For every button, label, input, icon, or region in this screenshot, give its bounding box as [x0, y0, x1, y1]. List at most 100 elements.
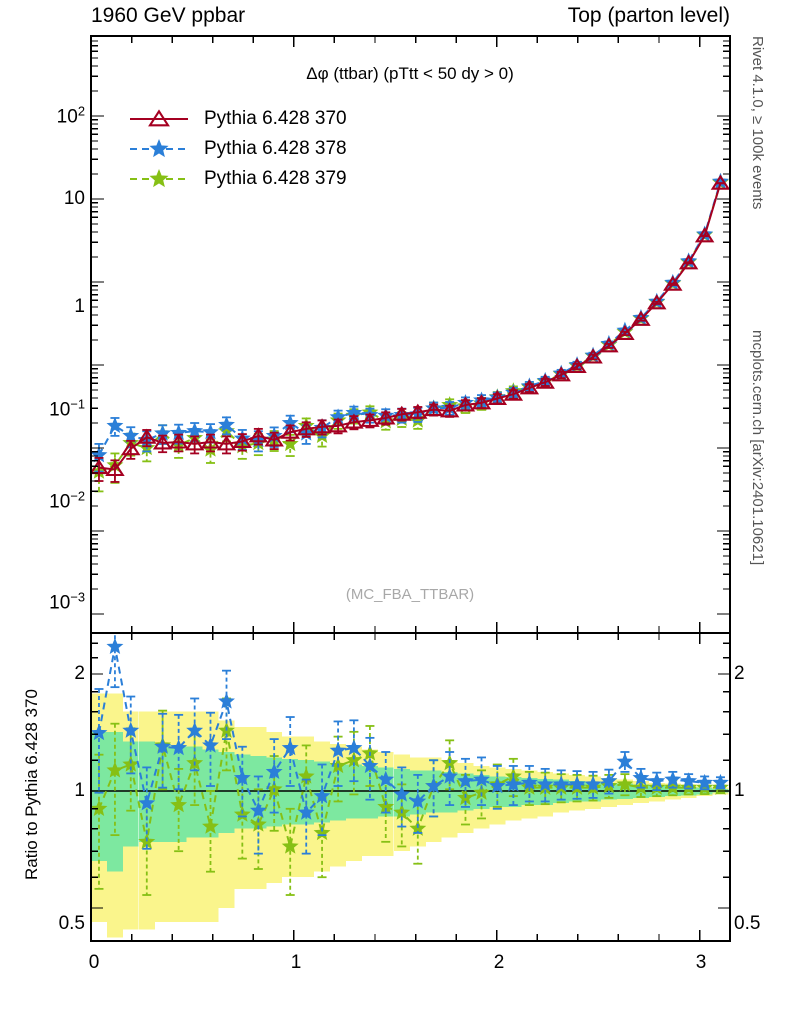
marker-triangle [631, 310, 651, 326]
marker-triangle [296, 420, 316, 436]
marker-star [680, 772, 698, 789]
marker-star [249, 801, 267, 818]
ratio-y-tick-label: 1 [74, 780, 85, 801]
legend-item-label: Pythia 6.428 379 [204, 168, 347, 189]
marker-star [149, 138, 169, 158]
series-line [98, 181, 722, 456]
marker-star [149, 168, 169, 188]
y-tick-label: 10−1 [49, 396, 85, 421]
marker-star [233, 769, 251, 786]
marker-star [488, 777, 506, 794]
marker-star [91, 724, 108, 741]
marker-star [218, 415, 235, 433]
marker-triangle [232, 432, 253, 448]
marker-triangle [168, 433, 189, 449]
marker-star [265, 762, 283, 780]
legend-item: Pythia 6.428 378 [128, 134, 347, 164]
series-line [97, 645, 721, 814]
x-tick-label: 1 [290, 952, 302, 973]
marker-star [696, 773, 714, 790]
legend-item: Pythia 6.428 379 [128, 164, 347, 194]
marker-star [536, 775, 554, 792]
main-series-Pythia-6-428-378 [91, 172, 729, 473]
marker-triangle [551, 366, 571, 382]
marker-triangle [439, 402, 460, 418]
series-line [98, 729, 721, 848]
marker-star [138, 794, 156, 811]
ratio-y-tick-label-right: 2 [734, 663, 745, 684]
marker-star [233, 805, 251, 822]
ratio-series-Pythia-6-428-378 [91, 633, 729, 855]
marker-triangle [455, 396, 476, 412]
marker-triangle [423, 401, 444, 417]
marker-star [552, 775, 570, 792]
marker-triangle [471, 394, 492, 410]
marker-star [473, 770, 490, 787]
marker-triangle [567, 357, 587, 373]
marker-star [409, 792, 427, 809]
ratio-y-tick-label: 2 [74, 663, 85, 684]
marker-star [664, 770, 682, 787]
marker-star [170, 796, 188, 813]
marker-star [313, 787, 331, 804]
legend-swatch-star [130, 168, 188, 188]
marker-star [664, 273, 682, 290]
marker-triangle [280, 423, 300, 439]
series-line [98, 182, 722, 471]
marker-triangle [599, 337, 619, 353]
legend-item-label: Pythia 6.428 378 [204, 138, 347, 159]
header-left-label: 1960 GeV ppbar [91, 4, 246, 27]
analysis-watermark: (MC_FBA_TTBAR) [345, 586, 475, 603]
markers [91, 637, 729, 820]
header-right-label: Top (parton level) [567, 4, 730, 27]
y-tick-label: 10 [63, 188, 85, 209]
marker-triangle [392, 405, 412, 421]
plot-title: Δφ (ttbar) (pTtt < 50 dy > 0) [306, 64, 514, 83]
x-tick-label: 0 [88, 952, 100, 973]
marker-triangle [312, 418, 332, 434]
x-tick-label: 3 [695, 952, 707, 973]
marker-triangle [344, 413, 364, 429]
marker-triangle [663, 275, 683, 291]
marker-triangle [647, 294, 667, 310]
marker-triangle [152, 434, 173, 450]
markers [91, 174, 730, 477]
marker-triangle [408, 403, 428, 419]
marker-star [218, 692, 235, 709]
marker-triangle [710, 174, 730, 190]
marker-star [122, 426, 140, 444]
marker-star [712, 773, 729, 790]
marker-triangle [376, 409, 396, 425]
ratio-y-tick-label: 0.5 [58, 913, 85, 934]
marker-star [281, 837, 299, 854]
marker-star [329, 741, 347, 758]
marker-star [377, 770, 395, 787]
marker-star [345, 739, 363, 756]
y-tick-label: 10−2 [49, 488, 85, 513]
marker-star [361, 757, 379, 774]
marker-star [186, 721, 204, 738]
marker-star [632, 769, 650, 786]
ratio-y-tick-label-right: 1 [734, 780, 745, 801]
legend: Pythia 6.428 370 Pythia 6.428 378 Pythia 6… [128, 104, 347, 194]
marker-star [648, 292, 666, 309]
marker-triangle [615, 324, 635, 340]
marker-star [616, 775, 634, 792]
marker-star [313, 824, 331, 841]
legend-swatch-open-triangle [130, 109, 188, 127]
marker-star [425, 777, 443, 794]
marker-star [568, 775, 586, 792]
marker-triangle [694, 227, 715, 243]
marker-triangle [264, 431, 284, 447]
marker-triangle [137, 428, 157, 444]
main-series-Pythia-6-428-370 [91, 174, 730, 483]
marker-star [106, 761, 124, 778]
marker-star [106, 637, 124, 654]
marker-star [91, 799, 108, 816]
marker-triangle [184, 435, 205, 451]
marker-star [648, 772, 666, 789]
marker-star [520, 773, 538, 790]
marker-star [122, 721, 140, 738]
